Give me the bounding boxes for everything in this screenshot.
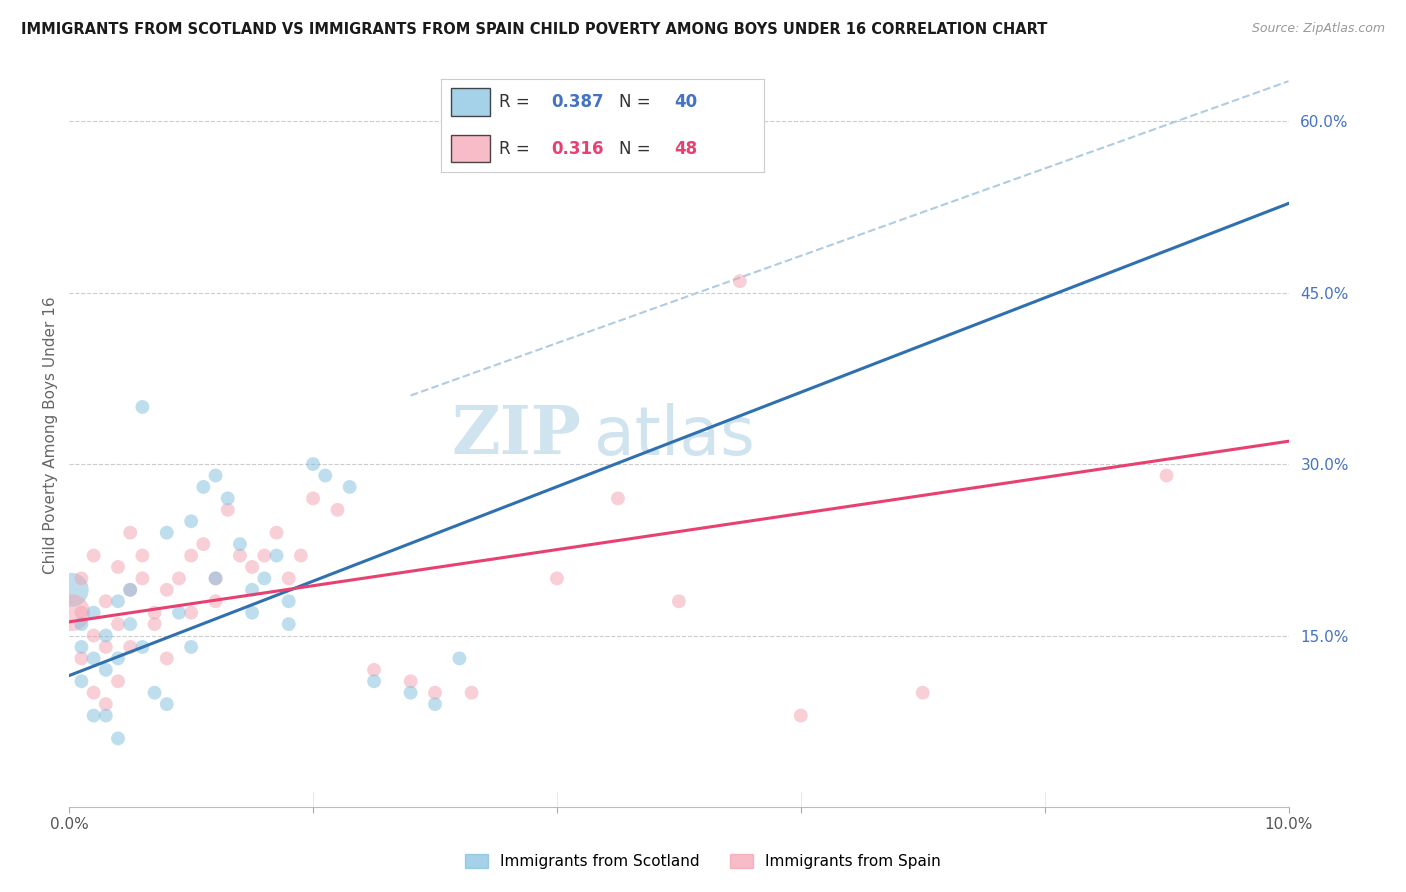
Point xyxy=(131,640,153,654)
Point xyxy=(204,468,226,483)
Point xyxy=(94,594,117,608)
Text: Source: ZipAtlas.com: Source: ZipAtlas.com xyxy=(1251,22,1385,36)
Legend: Immigrants from Scotland, Immigrants from Spain: Immigrants from Scotland, Immigrants fro… xyxy=(458,848,948,875)
Point xyxy=(94,663,117,677)
Text: atlas: atlas xyxy=(593,402,755,468)
Point xyxy=(217,491,239,506)
Point xyxy=(290,549,312,563)
Point xyxy=(107,594,129,608)
Point xyxy=(302,491,325,506)
Point xyxy=(193,537,215,551)
Point xyxy=(326,503,349,517)
Point xyxy=(167,606,190,620)
Point xyxy=(70,640,93,654)
Point xyxy=(83,628,105,642)
Y-axis label: Child Poverty Among Boys Under 16: Child Poverty Among Boys Under 16 xyxy=(44,297,58,574)
Point xyxy=(180,549,202,563)
Point xyxy=(363,663,385,677)
Point xyxy=(193,480,215,494)
Point xyxy=(120,525,142,540)
Point xyxy=(156,651,179,665)
Point xyxy=(253,571,276,585)
Point xyxy=(911,686,934,700)
Point xyxy=(240,560,263,574)
Point xyxy=(399,674,422,689)
Point xyxy=(70,571,93,585)
Point xyxy=(156,697,179,711)
Point xyxy=(277,571,299,585)
Point xyxy=(399,686,422,700)
Point xyxy=(302,457,325,471)
Point xyxy=(143,686,166,700)
Point xyxy=(107,560,129,574)
Point xyxy=(240,606,263,620)
Point xyxy=(606,491,628,506)
Point xyxy=(180,514,202,528)
Point xyxy=(70,651,93,665)
Point xyxy=(277,617,299,632)
Point xyxy=(83,606,105,620)
Point xyxy=(449,651,471,665)
Point xyxy=(277,594,299,608)
Point xyxy=(70,674,93,689)
Point xyxy=(83,708,105,723)
Point xyxy=(120,582,142,597)
Text: IMMIGRANTS FROM SCOTLAND VS IMMIGRANTS FROM SPAIN CHILD POVERTY AMONG BOYS UNDER: IMMIGRANTS FROM SCOTLAND VS IMMIGRANTS F… xyxy=(21,22,1047,37)
Point xyxy=(70,617,93,632)
Point xyxy=(668,594,690,608)
Point xyxy=(131,571,153,585)
Point xyxy=(728,274,751,288)
Point xyxy=(107,731,129,746)
Point xyxy=(363,674,385,689)
Point xyxy=(266,525,288,540)
Point xyxy=(83,686,105,700)
Point xyxy=(204,594,226,608)
Point xyxy=(204,571,226,585)
Point xyxy=(131,549,153,563)
Point xyxy=(180,606,202,620)
Point xyxy=(94,708,117,723)
Point xyxy=(94,697,117,711)
Point xyxy=(180,640,202,654)
Point xyxy=(217,503,239,517)
Point xyxy=(107,617,129,632)
Point xyxy=(790,708,813,723)
Point xyxy=(120,582,142,597)
Point xyxy=(167,571,190,585)
Point xyxy=(253,549,276,563)
Point xyxy=(70,606,93,620)
Point xyxy=(94,640,117,654)
Point xyxy=(339,480,361,494)
Point xyxy=(314,468,336,483)
Point xyxy=(423,686,446,700)
Point xyxy=(423,697,446,711)
Point xyxy=(156,582,179,597)
Point xyxy=(266,549,288,563)
Point xyxy=(229,537,252,551)
Point xyxy=(83,549,105,563)
Point xyxy=(94,628,117,642)
Point xyxy=(143,606,166,620)
Point xyxy=(204,571,226,585)
Text: ZIP: ZIP xyxy=(451,403,581,468)
Point xyxy=(156,525,179,540)
Point xyxy=(107,651,129,665)
Point xyxy=(60,606,83,620)
Point xyxy=(485,148,508,162)
Point xyxy=(83,651,105,665)
Point xyxy=(240,582,263,597)
Point xyxy=(229,549,252,563)
Point xyxy=(60,582,83,597)
Point xyxy=(143,617,166,632)
Point xyxy=(1156,468,1178,483)
Point xyxy=(131,400,153,414)
Point xyxy=(546,571,568,585)
Point xyxy=(120,617,142,632)
Point xyxy=(120,640,142,654)
Point xyxy=(107,674,129,689)
Point xyxy=(460,686,482,700)
